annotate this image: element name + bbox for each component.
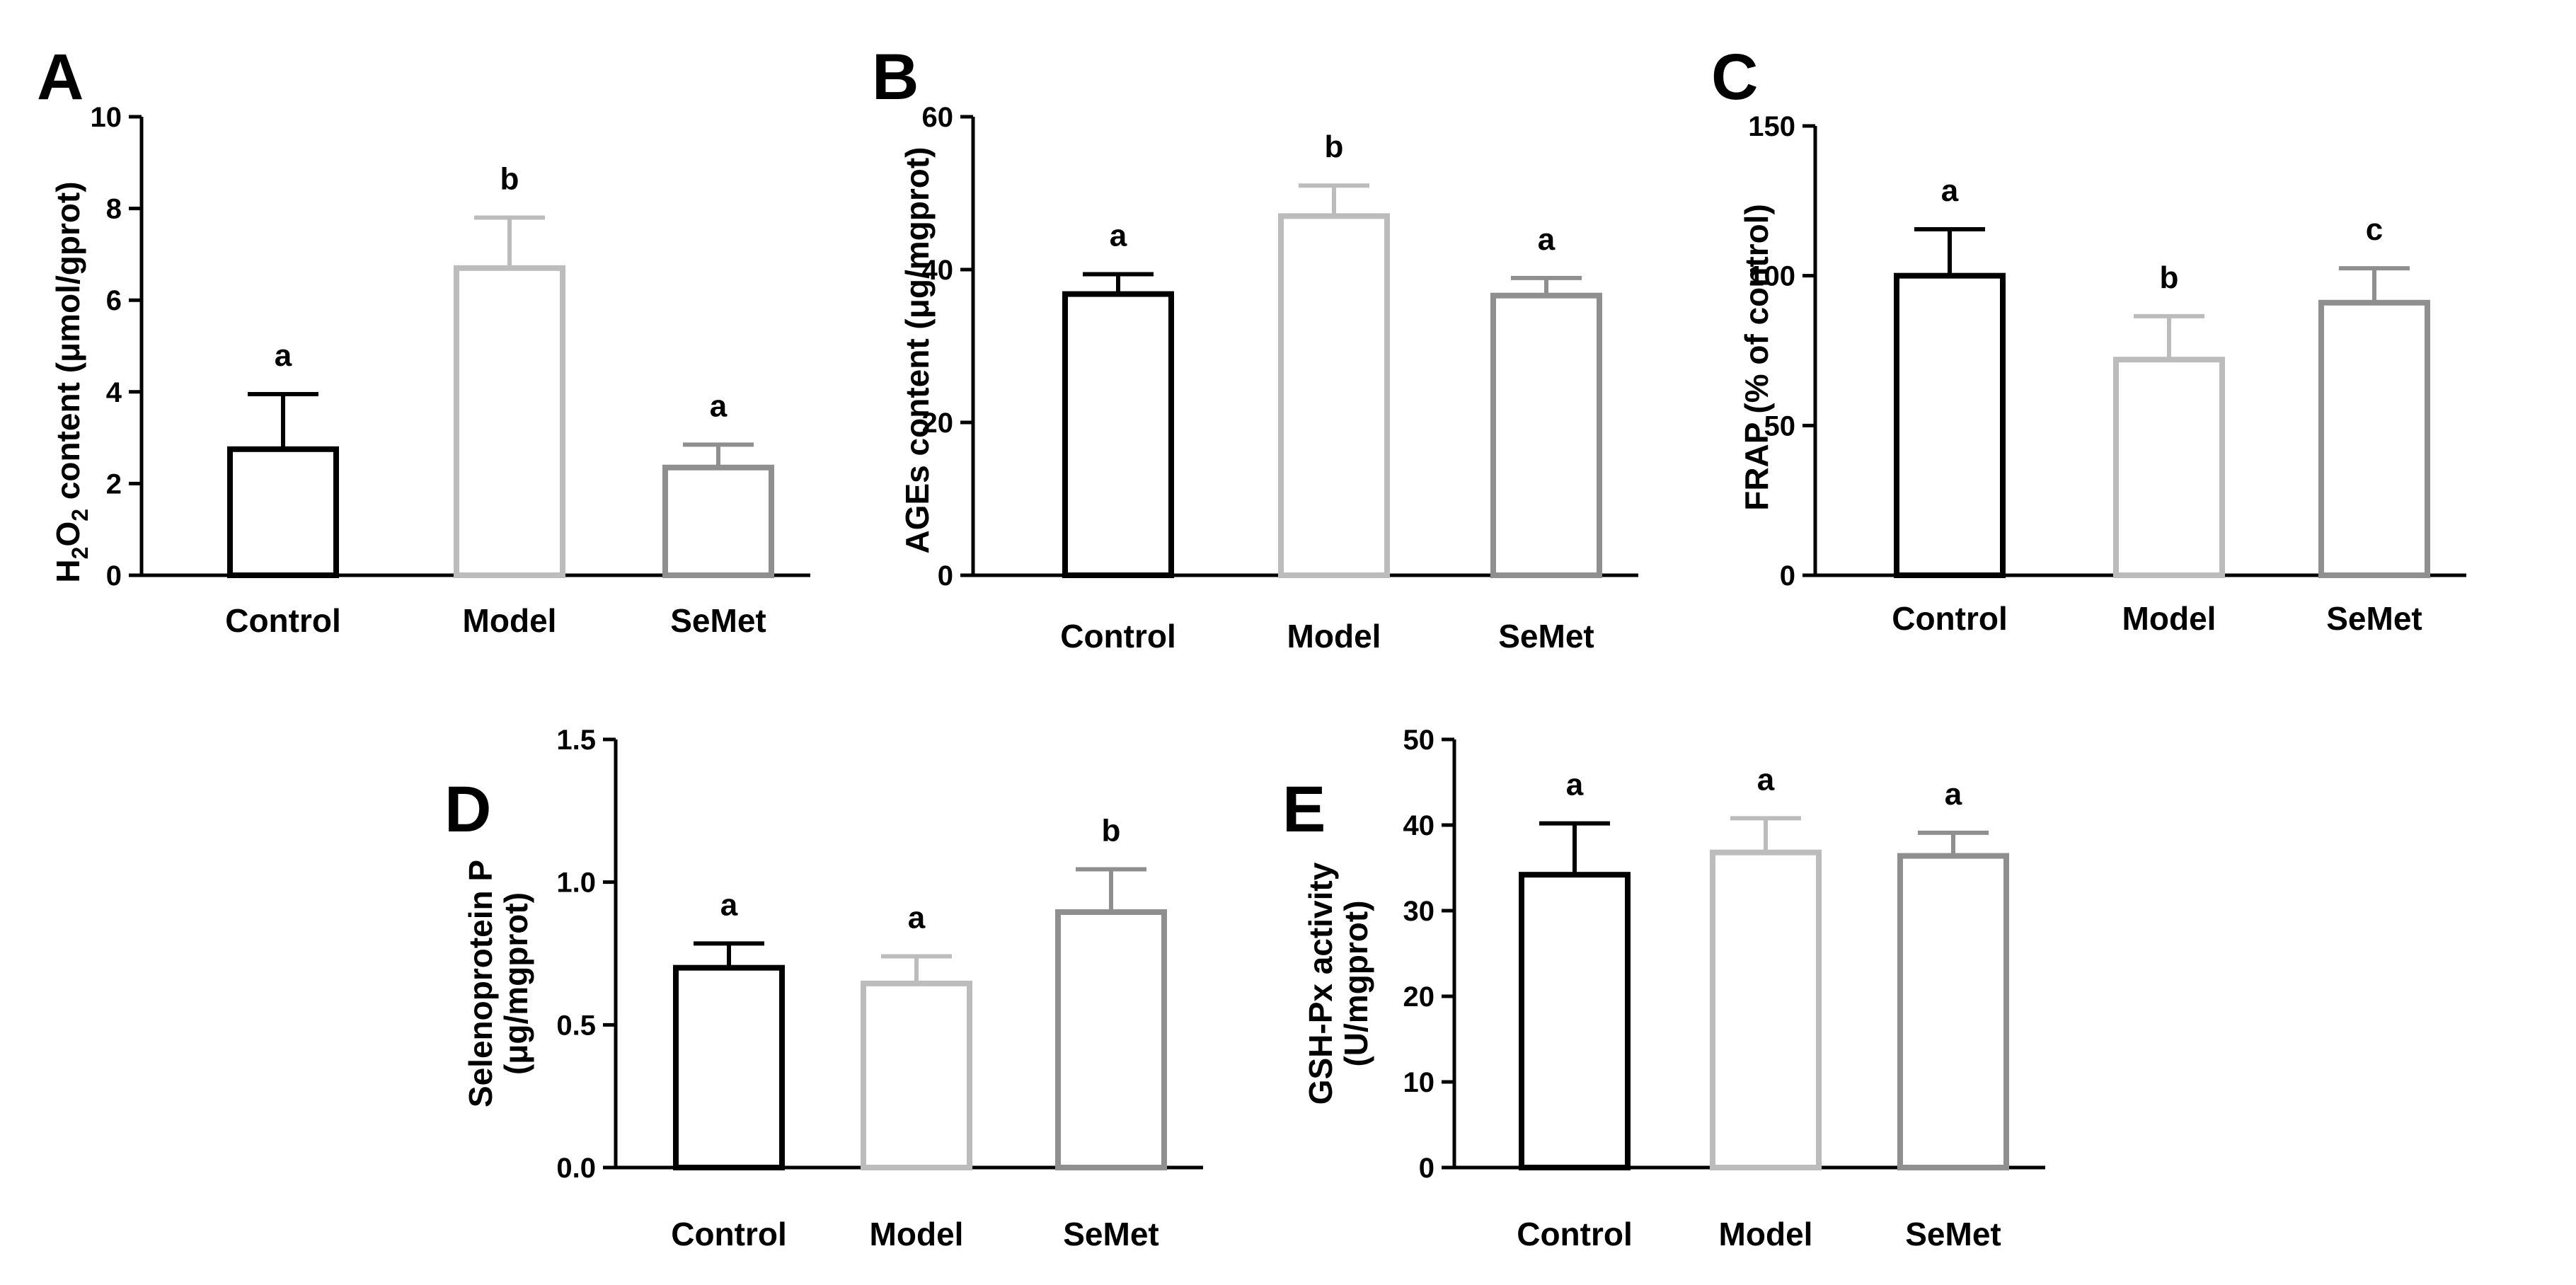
y-tick-label-c: 0 xyxy=(1780,560,1795,592)
significance-label-c-control: a xyxy=(1941,173,1959,208)
panel-e: E GSH-Px activity (U/mgprot) 0 10 20 30 40 50… xyxy=(1282,725,2045,1252)
y-tick-label-e: 50 xyxy=(1403,725,1435,756)
x-tick-label-b-semet: SeMet xyxy=(1498,618,1594,655)
bar-e-semet xyxy=(1897,853,2009,1171)
y-tick-label-b: 0 xyxy=(938,560,953,592)
x-tick-label-b-control: Control xyxy=(1060,618,1176,655)
y-axis-label-d-line2: (μg/mgprot) xyxy=(498,892,534,1075)
significance-label-b-semet: a xyxy=(1538,222,1556,257)
y-tick-label-e: 20 xyxy=(1403,981,1435,1013)
y-tick-label-a: 0 xyxy=(106,560,122,592)
significance-label-c-semet: c xyxy=(2366,212,2383,247)
panel-label-c: C xyxy=(1711,41,1758,113)
x-tick-label-c-control: Control xyxy=(1892,600,2008,637)
y-tick-label-a: 10 xyxy=(91,102,122,133)
y-axis-label-d-line1: Selenoprotein P xyxy=(462,860,499,1107)
y-tick-label-b: 40 xyxy=(922,255,954,286)
significance-label-d-control: a xyxy=(720,887,738,922)
panel-a: A H2O2 content (μmol/gprot) 0 2 4 6 8 10 a Cont… xyxy=(37,41,810,639)
bar-e-model xyxy=(1710,849,1822,1170)
y-tick-label-d: 0.5 xyxy=(556,1010,596,1041)
y-tick-label-a: 4 xyxy=(106,377,122,408)
x-tick-label-a-control: Control xyxy=(225,602,341,639)
panel-b: B AGEs content (μg/mgprot) 0 20 40 60 a Contr… xyxy=(872,41,1638,655)
y-tick-label-c: 100 xyxy=(1748,261,1795,292)
x-tick-label-d-control: Control xyxy=(671,1216,787,1252)
y-axis-label-c: FRAP (% of control) xyxy=(1738,204,1775,511)
panel-label-e: E xyxy=(1282,773,1326,846)
significance-label-d-model: a xyxy=(908,901,926,935)
panel-c: C FRAP (% of control) 0 50 100 150 a Control b… xyxy=(1711,41,2466,637)
panel-d: D Selenoprotein P (μg/mgprot) 0.0 0.5 1.0 1… xyxy=(444,725,1203,1252)
bar-a-model xyxy=(454,265,565,578)
y-tick-label-e: 0 xyxy=(1419,1153,1434,1184)
bar-c-model xyxy=(2113,357,2225,578)
bar-d-model xyxy=(861,980,972,1170)
x-tick-label-e-semet: SeMet xyxy=(1905,1216,2001,1252)
y-axis-label-e-line2: (U/mgprot) xyxy=(1338,900,1374,1066)
x-tick-label-c-model: Model xyxy=(2122,600,2216,637)
panel-label-d: D xyxy=(444,773,491,846)
significance-label-c-model: b xyxy=(2160,260,2179,295)
significance-label-a-model: b xyxy=(500,162,519,197)
y-axis-label-b: AGEs content (μg/mgprot) xyxy=(899,147,936,554)
significance-label-e-model: a xyxy=(1757,762,1775,797)
y-tick-label-b: 60 xyxy=(922,102,954,133)
panel-label-a: A xyxy=(37,41,84,113)
y-tick-label-a: 2 xyxy=(106,468,122,500)
significance-label-e-semet: a xyxy=(1945,777,1962,812)
y-tick-label-d: 1.0 xyxy=(556,868,596,899)
significance-label-a-semet: a xyxy=(710,388,728,423)
panel-label-b: B xyxy=(872,41,919,113)
bar-d-semet xyxy=(1055,909,1167,1171)
significance-label-b-model: b xyxy=(1325,129,1344,164)
y-tick-label-a: 8 xyxy=(106,194,122,225)
x-tick-label-d-semet: SeMet xyxy=(1063,1216,1158,1252)
significance-label-b-control: a xyxy=(1110,218,1127,253)
x-tick-label-a-semet: SeMet xyxy=(670,602,766,639)
bar-c-control xyxy=(1894,272,2006,578)
y-tick-label-e: 30 xyxy=(1403,896,1435,927)
x-tick-label-b-model: Model xyxy=(1287,618,1381,655)
x-tick-label-e-control: Control xyxy=(1517,1216,1633,1252)
bar-c-semet xyxy=(2318,299,2430,578)
y-axis-label-e-line1: GSH-Px activity xyxy=(1302,862,1339,1105)
bar-a-semet xyxy=(662,464,774,578)
y-tick-label-b: 20 xyxy=(922,408,954,439)
bar-e-control xyxy=(1519,872,1631,1171)
y-tick-label-c: 50 xyxy=(1764,410,1796,442)
x-tick-label-e-model: Model xyxy=(1719,1216,1813,1252)
y-tick-label-a: 6 xyxy=(106,285,122,316)
y-tick-label-d: 0.0 xyxy=(556,1153,596,1184)
significance-label-e-control: a xyxy=(1566,768,1584,802)
significance-label-a-control: a xyxy=(275,338,292,373)
y-tick-label-e: 40 xyxy=(1403,810,1435,841)
bar-b-model xyxy=(1278,213,1390,578)
bar-d-control xyxy=(673,964,785,1170)
x-tick-label-a-model: Model xyxy=(463,602,557,639)
bar-b-semet xyxy=(1490,292,1602,578)
y-tick-label-d: 1.5 xyxy=(556,725,596,756)
bar-a-control xyxy=(227,446,339,578)
y-tick-label-c: 150 xyxy=(1748,111,1795,142)
bar-b-control xyxy=(1062,291,1174,578)
significance-label-d-semet: b xyxy=(1102,814,1121,848)
y-tick-label-e: 10 xyxy=(1403,1067,1435,1098)
x-tick-label-c-semet: SeMet xyxy=(2326,600,2422,637)
y-axis-label-a: H2O2 content (μmol/gprot) xyxy=(50,181,93,582)
x-tick-label-d-model: Model xyxy=(870,1216,964,1252)
